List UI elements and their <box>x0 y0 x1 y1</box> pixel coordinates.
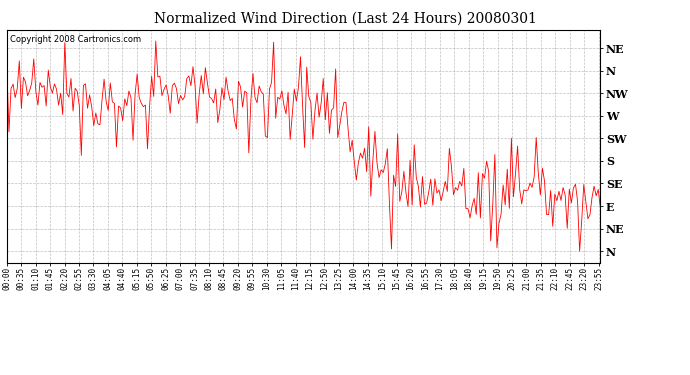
Text: Copyright 2008 Cartronics.com: Copyright 2008 Cartronics.com <box>10 34 141 44</box>
Text: Normalized Wind Direction (Last 24 Hours) 20080301: Normalized Wind Direction (Last 24 Hours… <box>154 11 536 25</box>
